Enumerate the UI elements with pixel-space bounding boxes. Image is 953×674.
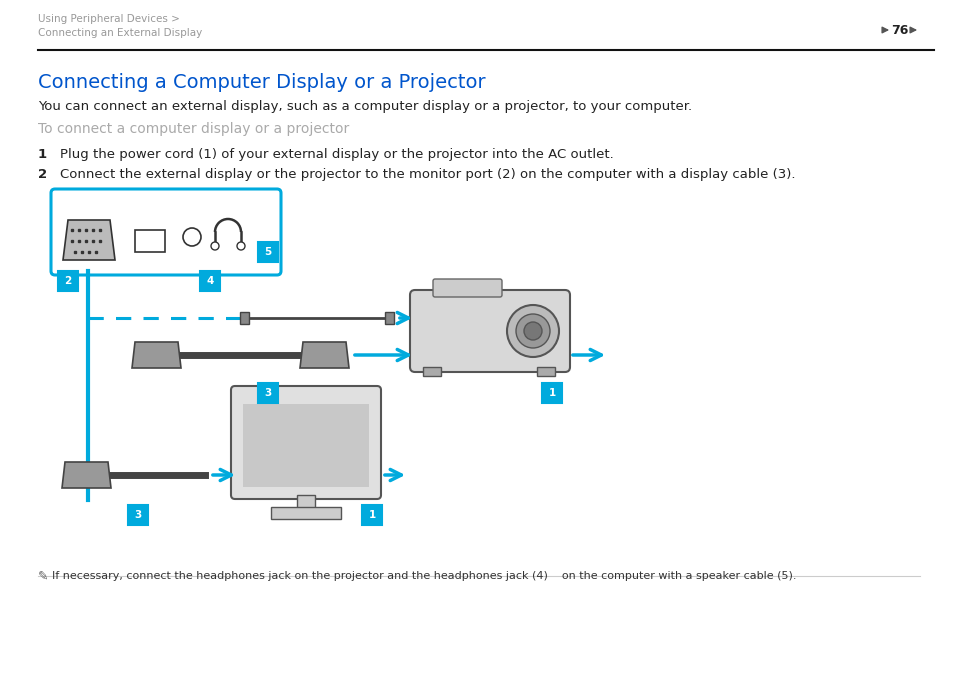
Text: ✎: ✎ [38,570,49,583]
Bar [243,404,369,487]
Bar [537,367,555,376]
Polygon shape [62,462,111,488]
FancyBboxPatch shape [541,383,561,403]
Bar [296,495,314,509]
Text: You can connect an external display, such as a computer display or a projector, : You can connect an external display, suc… [38,100,691,113]
Text: 5: 5 [264,247,272,257]
Text: 1: 1 [368,510,375,520]
Text: Using Peripheral Devices >: Using Peripheral Devices > [38,14,180,24]
Text: 3: 3 [134,510,141,520]
Text: 4: 4 [206,276,213,286]
Circle shape [523,322,541,340]
Circle shape [211,242,219,250]
FancyBboxPatch shape [200,271,220,291]
Text: If necessary, connect the headphones jack on the projector and the headphones ja: If necessary, connect the headphones jac… [52,571,796,581]
Text: 1: 1 [548,388,555,398]
Text: 2: 2 [38,168,47,181]
FancyBboxPatch shape [410,290,569,372]
Polygon shape [132,342,181,368]
Text: 1: 1 [38,148,47,161]
FancyBboxPatch shape [361,505,381,525]
Circle shape [183,228,201,246]
Bar [240,312,249,324]
FancyBboxPatch shape [257,242,277,262]
Text: To connect a computer display or a projector: To connect a computer display or a proje… [38,122,349,136]
Polygon shape [63,220,115,260]
Bar [135,230,165,252]
Polygon shape [299,342,349,368]
FancyBboxPatch shape [433,279,501,297]
FancyBboxPatch shape [231,386,380,499]
Circle shape [506,305,558,357]
Circle shape [516,314,550,348]
FancyBboxPatch shape [257,383,277,403]
Circle shape [236,242,245,250]
Text: Plug the power cord (1) of your external display or the projector into the AC ou: Plug the power cord (1) of your external… [60,148,613,161]
FancyBboxPatch shape [58,271,78,291]
Bar [271,507,340,519]
Bar [422,367,440,376]
FancyBboxPatch shape [51,189,281,275]
Text: Connect the external display or the projector to the monitor port (2) on the com: Connect the external display or the proj… [60,168,795,181]
Bar [385,312,394,324]
Text: 76: 76 [890,24,908,36]
Text: Connecting an External Display: Connecting an External Display [38,28,202,38]
FancyBboxPatch shape [128,505,148,525]
Text: 3: 3 [264,388,272,398]
Text: Connecting a Computer Display or a Projector: Connecting a Computer Display or a Proje… [38,73,485,92]
Text: 2: 2 [64,276,71,286]
